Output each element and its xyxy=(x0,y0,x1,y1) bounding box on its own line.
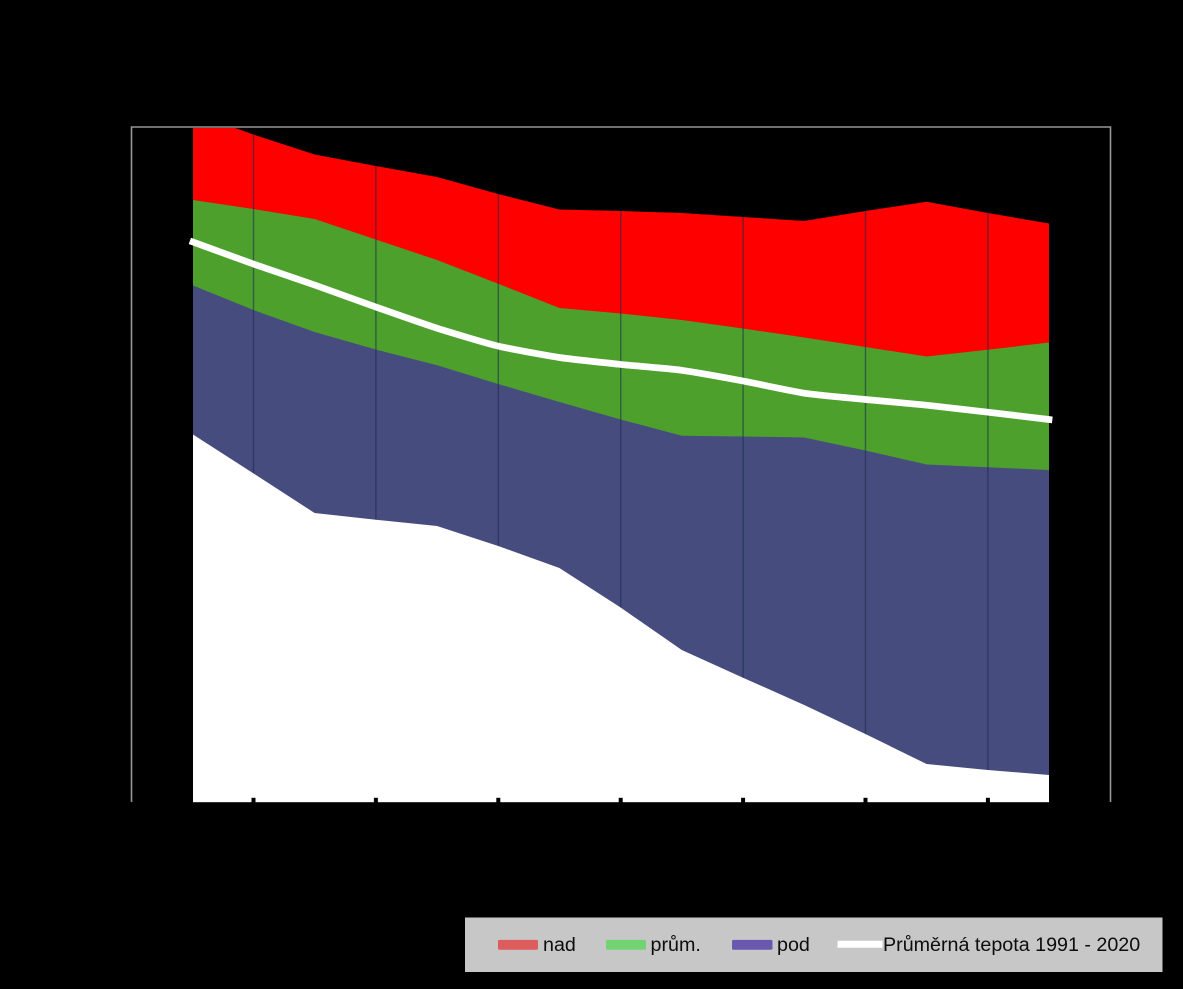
svg-text:prům.: prům. xyxy=(651,934,701,956)
svg-text:Průměrná tepota 1991 - 2020: Průměrná tepota 1991 - 2020 xyxy=(883,934,1140,956)
svg-text:nad: nad xyxy=(543,934,576,956)
svg-text:pod: pod xyxy=(777,934,810,956)
